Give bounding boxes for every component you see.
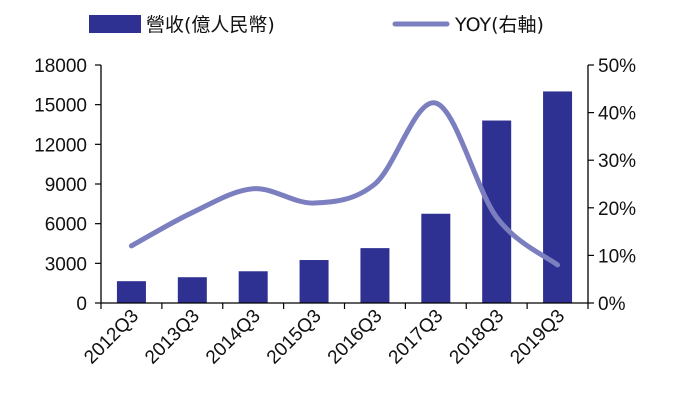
y-left-tick-label: 6000 bbox=[45, 215, 87, 236]
x-tick-label: 2017Q3 bbox=[385, 306, 448, 369]
bar-2017Q3 bbox=[421, 213, 451, 303]
y-left-tick-label: 18000 bbox=[34, 56, 87, 77]
x-tick-label: 2012Q3 bbox=[80, 306, 143, 369]
y-right-tick-label: 40% bbox=[598, 104, 636, 125]
y-left-tick-label: 15000 bbox=[34, 96, 87, 117]
legend-line-label: YOY(右軸) bbox=[454, 14, 544, 36]
y-right-tick-label: 30% bbox=[598, 151, 636, 172]
x-tick-label: 2014Q3 bbox=[202, 306, 265, 369]
plot-area: 0 3000 6000 9000 12000 15000 18000 0% 10% 20% 30% 4… bbox=[34, 56, 636, 368]
x-tick-label: 2018Q3 bbox=[446, 306, 509, 369]
x-tick-label: 2016Q3 bbox=[324, 306, 387, 369]
y-right-tick-label: 50% bbox=[598, 56, 636, 77]
y-right-tick-label: 10% bbox=[598, 246, 636, 267]
bar-2014Q3 bbox=[238, 271, 268, 303]
yoy-line bbox=[128, 100, 561, 268]
y-right-tick-label: 0% bbox=[598, 294, 626, 315]
y-left-tick-label: 0 bbox=[76, 294, 87, 315]
y-left-tick-label: 12000 bbox=[34, 135, 87, 156]
x-tick-label: 2015Q3 bbox=[263, 306, 326, 369]
y-left-tick-label: 3000 bbox=[45, 254, 87, 275]
bar-2013Q3 bbox=[177, 277, 207, 303]
y-right-tick-label: 20% bbox=[598, 199, 636, 220]
bar-2015Q3 bbox=[299, 260, 329, 303]
bar-2019Q3 bbox=[543, 91, 573, 303]
bar-2016Q3 bbox=[360, 248, 390, 303]
bar-2012Q3 bbox=[116, 281, 146, 303]
legend-bar-swatch bbox=[89, 15, 141, 33]
y-left-tick-label: 9000 bbox=[45, 175, 87, 196]
x-tick-label: 2019Q3 bbox=[506, 306, 569, 369]
bar-2018Q3 bbox=[482, 120, 512, 304]
legend-bar-label: 營收(億人民幣) bbox=[146, 14, 275, 36]
x-tick-label: 2013Q3 bbox=[141, 306, 204, 369]
legend: 營收(億人民幣) YOY(右軸) bbox=[89, 14, 544, 36]
